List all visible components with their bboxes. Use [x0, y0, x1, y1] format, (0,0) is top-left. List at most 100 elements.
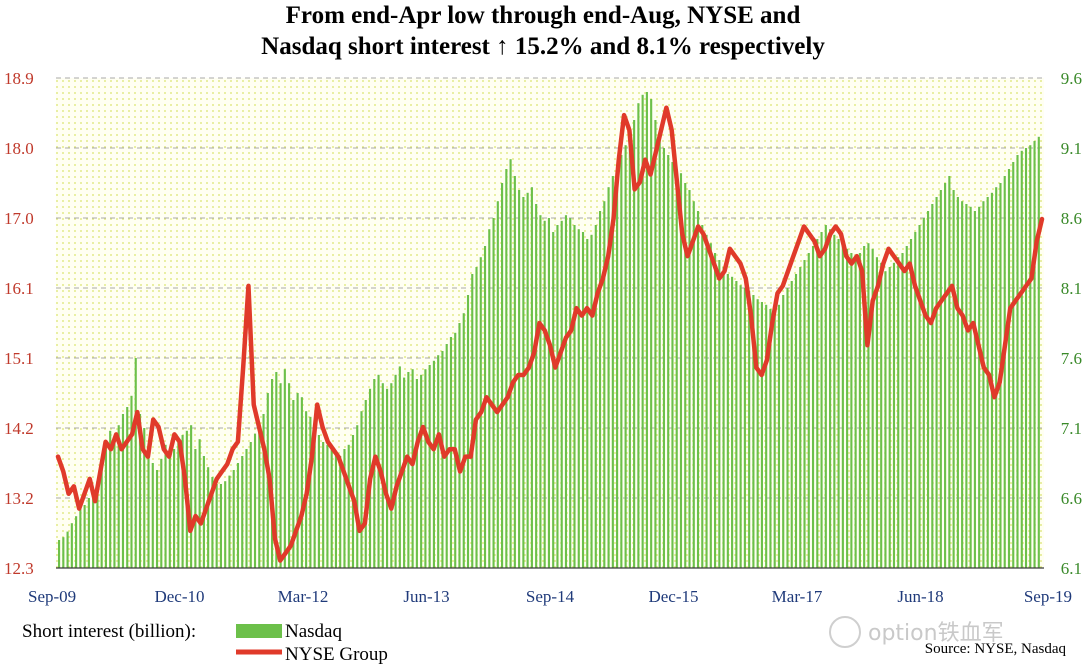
nasdaq-bar: [155, 470, 159, 568]
nasdaq-bar: [492, 218, 495, 568]
nasdaq-bar: [709, 243, 712, 568]
nasdaq-bar: [92, 491, 95, 568]
legend-label: Short interest (billion):: [22, 621, 196, 642]
nasdaq-bar: [590, 234, 593, 569]
nasdaq-bar: [675, 169, 678, 568]
nasdaq-bar: [394, 374, 397, 568]
nasdaq-bar: [424, 369, 427, 568]
nasdaq-bar: [620, 155, 623, 568]
nasdaq-bar: [87, 498, 90, 568]
nasdaq-bar: [650, 99, 653, 568]
left-axis-tick-label: 16.1: [4, 279, 34, 298]
nasdaq-bar: [403, 377, 406, 568]
nasdaq-bar: [513, 176, 516, 568]
nasdaq-bar: [543, 220, 546, 569]
nasdaq-bar: [398, 366, 401, 568]
watermark-logo-icon: [829, 616, 861, 648]
x-axis-tick-label: Dec-15: [648, 587, 698, 606]
nasdaq-bar: [939, 190, 942, 568]
nasdaq-bar: [735, 281, 738, 568]
nasdaq-bar: [501, 183, 504, 568]
nasdaq-bar: [829, 229, 832, 568]
nasdaq-bar: [633, 120, 636, 568]
x-axis-tick-label: Dec-10: [154, 587, 204, 606]
left-axis-tick-label: 12.3: [4, 559, 34, 578]
nasdaq-bar: [846, 248, 849, 569]
nasdaq-bar: [386, 388, 389, 568]
nasdaq-bar: [926, 211, 930, 568]
nasdaq-bar: [270, 379, 274, 568]
right-axis-tick-label: 6.1: [1061, 559, 1082, 578]
nasdaq-bar: [190, 425, 193, 568]
nasdaq-bar: [258, 425, 261, 568]
nasdaq-bar: [739, 285, 742, 568]
nasdaq-bar: [671, 162, 674, 568]
nasdaq-bar: [428, 365, 431, 568]
nasdaq-bar: [322, 442, 325, 568]
nyse-line: [55, 105, 1045, 563]
nasdaq-bar: [875, 257, 878, 568]
nasdaq-bar: [547, 218, 550, 568]
right-axis-tick-label: 8.6: [1061, 209, 1082, 228]
x-axis-tick-label: Jun-18: [897, 587, 943, 606]
nasdaq-bar: [594, 225, 597, 568]
nasdaq-bar: [160, 458, 163, 568]
nasdaq-bar: [598, 211, 602, 568]
nasdaq-bar: [283, 369, 286, 568]
nasdaq-bar: [420, 374, 423, 568]
nasdaq-bar: [253, 433, 257, 568]
nasdaq-bar: [194, 449, 197, 568]
nasdaq-bar: [581, 232, 585, 568]
nasdaq-bar: [641, 94, 644, 569]
source-note: Source: NYSE, Nasdaq: [925, 641, 1067, 657]
nasdaq-bar: [956, 197, 959, 568]
nasdaq-bar: [961, 201, 964, 568]
nasdaq-bar: [75, 516, 78, 568]
nasdaq-bar: [83, 505, 86, 568]
nasdaq-bar: [922, 218, 925, 568]
nasdaq-bar: [833, 234, 836, 569]
nasdaq-bar: [360, 411, 363, 568]
right-axis-tick-label: 7.6: [1061, 349, 1082, 368]
nasdaq-bar: [914, 232, 917, 568]
nasdaq-bar: [164, 444, 167, 568]
nasdaq-bar: [347, 444, 350, 568]
right-axis-tick-label: 7.1: [1061, 419, 1082, 438]
legend-item-nasdaq: Nasdaq: [285, 621, 342, 642]
nasdaq-bar: [850, 253, 853, 568]
nasdaq-bar: [722, 267, 725, 568]
nasdaq-bar: [326, 444, 329, 568]
nasdaq-bar: [995, 187, 998, 568]
nasdaq-bar: [96, 481, 99, 568]
axes: 18.9 9.6 18.0 9.1 17.0 8.6 16.1 8.1 15.1 7.6 14.2 7…: [4, 69, 1082, 606]
nasdaq-bar: [134, 358, 137, 568]
nasdaq-bar: [552, 232, 555, 568]
left-axis-tick-label: 17.0: [4, 209, 34, 228]
nasdaq-bar: [679, 173, 683, 568]
x-axis-tick-label: Sep-14: [526, 587, 575, 606]
nasdaq-bar: [236, 463, 240, 568]
nasdaq-bar: [458, 323, 461, 568]
nasdaq-bar: [207, 467, 210, 568]
nasdaq-bar: [884, 271, 887, 568]
nasdaq-bar: [662, 148, 666, 568]
nasdaq-bar: [100, 467, 103, 568]
legend: Short interest (billion): Nasdaq NYSE Gr…: [22, 621, 388, 665]
nasdaq-bar: [177, 442, 180, 568]
nasdaq-bar: [1007, 169, 1011, 568]
watermark: option铁血军: [829, 616, 1004, 648]
nasdaq-bar: [317, 435, 320, 568]
nasdaq-bar: [837, 239, 840, 568]
nasdaq-bar: [931, 204, 934, 568]
nasdaq-bar: [109, 430, 112, 568]
nasdaq-bar: [334, 453, 338, 568]
nasdaq-bar: [982, 201, 985, 568]
nasdaq-bar: [313, 428, 316, 568]
nasdaq-bar: [901, 253, 904, 568]
left-axis-tick-label: 15.1: [4, 349, 34, 368]
nasdaq-bar: [718, 260, 721, 568]
nasdaq-bar: [586, 239, 589, 568]
nasdaq-bar: [364, 400, 367, 568]
nasdaq-bar: [130, 395, 133, 568]
